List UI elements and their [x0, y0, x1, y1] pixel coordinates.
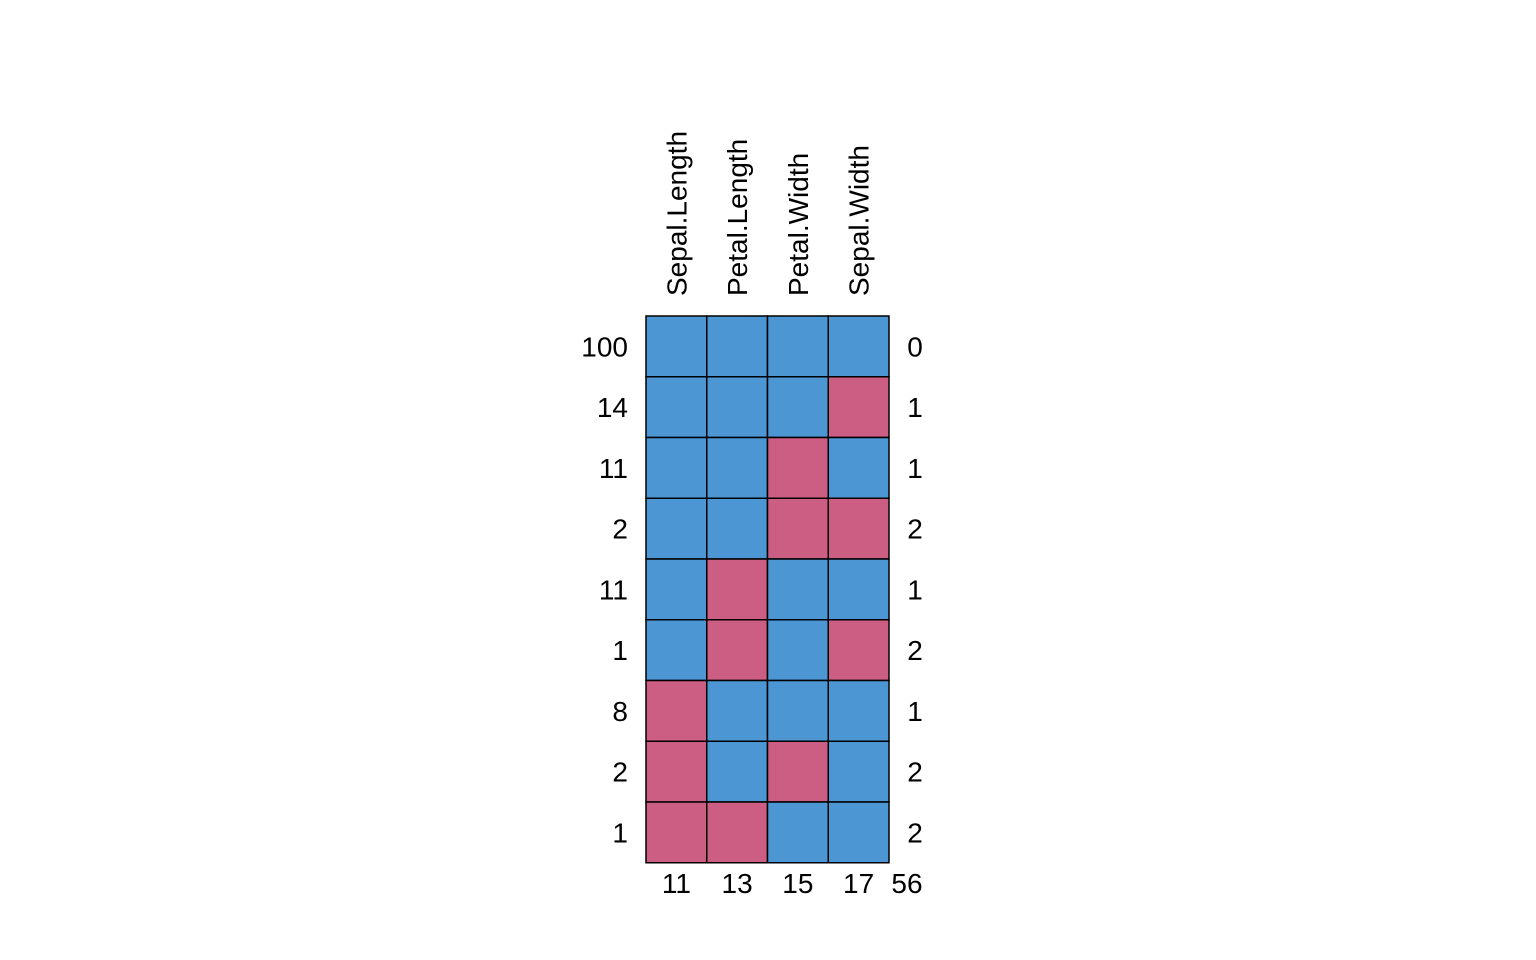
pattern-cell — [645, 619, 708, 682]
row-count-label: 1 — [612, 635, 628, 666]
row-count-label: 2 — [612, 514, 628, 545]
pattern-cell — [645, 740, 708, 803]
pattern-cell — [766, 558, 829, 621]
pattern-cell — [706, 376, 769, 439]
pattern-cell — [766, 740, 829, 803]
pattern-cell — [766, 619, 829, 682]
column-label: Sepal.Width — [844, 145, 875, 296]
pattern-cell — [706, 558, 769, 621]
pattern-cell — [706, 679, 769, 742]
pattern-cell — [645, 679, 708, 742]
row-missing-labels: 0 1 1 2 1 2 1 2 2 — [907, 331, 923, 848]
column-label: Petal.Width — [783, 153, 814, 296]
row-count-label: 11 — [599, 574, 628, 605]
row-count-label: 8 — [612, 696, 628, 727]
pattern-cell — [706, 497, 769, 560]
pattern-cell — [766, 436, 829, 499]
pattern-cell — [706, 619, 769, 682]
row-missing-label: 1 — [907, 392, 923, 423]
column-missing-label: 17 — [843, 868, 874, 899]
pattern-cell — [827, 376, 890, 439]
row-missing-label: 2 — [907, 817, 923, 848]
pattern-cell — [706, 740, 769, 803]
pattern-grid — [645, 315, 890, 864]
pattern-cell — [645, 436, 708, 499]
row-count-label: 2 — [612, 757, 628, 788]
column-label: Petal.Length — [722, 139, 753, 296]
pattern-cell — [827, 497, 890, 560]
pattern-cell — [645, 558, 708, 621]
row-missing-label: 1 — [907, 453, 923, 484]
pattern-cell — [645, 315, 708, 378]
row-missing-label: 2 — [907, 514, 923, 545]
pattern-cell — [827, 315, 890, 378]
row-count-label: 100 — [581, 331, 628, 362]
row-missing-label: 1 — [907, 696, 923, 727]
column-missing-labels: 11 13 15 17 — [662, 868, 874, 899]
pattern-cell — [827, 801, 890, 864]
row-count-label: 1 — [612, 817, 628, 848]
column-labels: Sepal.Length Petal.Length Petal.Width Sepal… — [661, 131, 874, 296]
pattern-cell — [766, 679, 829, 742]
pattern-cell — [645, 376, 708, 439]
pattern-cell — [827, 558, 890, 621]
pattern-cell — [706, 315, 769, 378]
row-missing-label: 1 — [907, 574, 923, 605]
pattern-cell — [766, 497, 829, 560]
row-missing-label: 0 — [907, 331, 923, 362]
row-missing-label: 2 — [907, 757, 923, 788]
pattern-cell — [706, 801, 769, 864]
pattern-cell — [645, 801, 708, 864]
pattern-cell — [766, 801, 829, 864]
pattern-cell — [827, 740, 890, 803]
column-missing-label: 13 — [722, 868, 753, 899]
column-missing-label: 15 — [782, 868, 813, 899]
pattern-cell — [766, 376, 829, 439]
column-missing-label: 11 — [662, 868, 691, 899]
column-label: Sepal.Length — [661, 131, 692, 296]
row-count-label: 11 — [599, 453, 628, 484]
pattern-cell — [827, 436, 890, 499]
pattern-cell — [706, 436, 769, 499]
pattern-cell — [827, 619, 890, 682]
row-count-label: 14 — [597, 392, 628, 423]
total-missing-label: 56 — [891, 868, 922, 899]
row-missing-label: 2 — [907, 635, 923, 666]
pattern-cell — [645, 497, 708, 560]
pattern-cell — [766, 315, 829, 378]
pattern-cell — [827, 679, 890, 742]
